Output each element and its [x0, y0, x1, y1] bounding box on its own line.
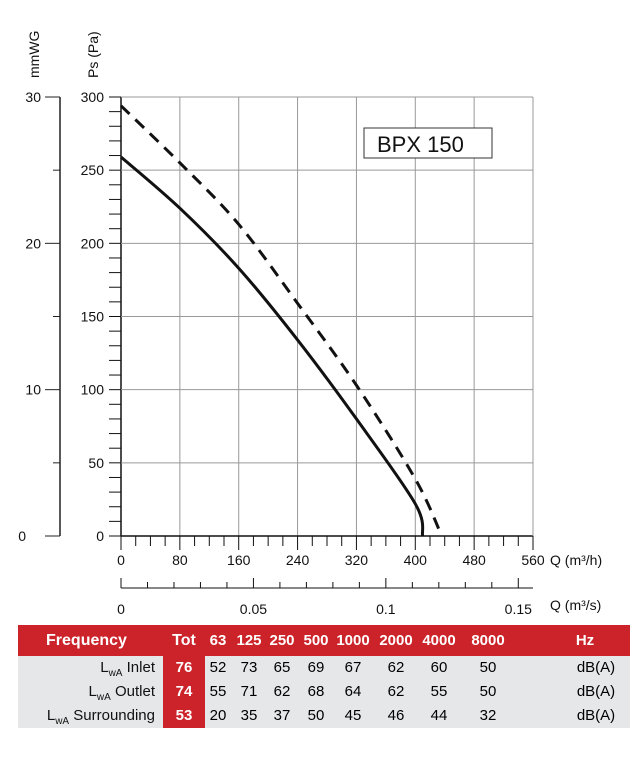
row-value: 52	[209, 659, 227, 676]
row-unit: dB(A)	[576, 683, 616, 700]
x-tick-label: 400	[404, 552, 428, 568]
y-tick-label: 300	[81, 89, 105, 105]
row-value: 50	[479, 659, 497, 676]
row-value: 69	[307, 659, 325, 676]
row-label: LwA Outlet	[89, 680, 155, 710]
row-label: LwA Surrounding	[47, 704, 155, 734]
table-header-row: Frequency Tot 63 125 250 500 1000 2000 4000 800…	[18, 625, 630, 656]
row-value: 50	[479, 683, 497, 700]
x2-tick-label: 0.15	[505, 601, 532, 617]
row-value: 64	[344, 683, 362, 700]
table-row: LwA Surrounding 53 20 35 37 50 45 46 44 32 dB(A)	[18, 704, 630, 728]
x-tick-label: 80	[172, 552, 188, 568]
header-band: 63	[209, 632, 227, 649]
row-value: 55	[209, 683, 227, 700]
row-value: 62	[387, 659, 405, 676]
header-unit: Hz	[575, 632, 595, 649]
row-label-prefix: L	[88, 683, 97, 700]
mmwg-tick-label: 10	[25, 382, 41, 398]
x2-tick-label: 0	[117, 601, 125, 617]
model-label-box	[363, 127, 493, 159]
x2-tick-label: 0.1	[376, 601, 396, 617]
mmwg-tick-label: 20	[25, 235, 41, 251]
row-value: 62	[387, 683, 405, 700]
performance-chart: 0 80 160 240 320 400 480 560050100150200250300P…	[18, 31, 602, 617]
row-label-name: Outlet	[114, 683, 155, 700]
header-band: 4000	[422, 632, 456, 649]
header-band: 1000	[336, 632, 370, 649]
x2-tick-label: 0.05	[240, 601, 267, 617]
mmwg-tick-label: 0	[18, 528, 26, 544]
header-band: 8000	[471, 632, 505, 649]
model-label: BPX 150	[377, 132, 464, 157]
x-tick-label: 480	[462, 552, 486, 568]
x-tick-label: 320	[345, 552, 369, 568]
row-value: 68	[307, 683, 325, 700]
row-total: 53	[163, 704, 205, 728]
row-total: 74	[163, 680, 205, 704]
row-value: 45	[344, 707, 362, 724]
row-value: 32	[479, 707, 497, 724]
row-value: 60	[430, 659, 448, 676]
row-value: 46	[387, 707, 405, 724]
header-frequency: Frequency	[46, 632, 127, 649]
header-band: 250	[269, 632, 295, 649]
row-value: 50	[307, 707, 325, 724]
row-label-sub: wA	[108, 668, 123, 679]
row-label-prefix: L	[46, 707, 56, 724]
row-value: 62	[273, 683, 291, 700]
row-value: 67	[344, 659, 362, 676]
y-tick-label: 100	[81, 382, 105, 398]
row-value: 55	[430, 683, 448, 700]
y-tick-label: 50	[88, 455, 104, 471]
row-unit: dB(A)	[576, 659, 616, 676]
x-tick-label: 560	[521, 552, 545, 568]
row-label-name: Inlet	[126, 659, 155, 676]
x-tick-label: 0	[117, 552, 125, 568]
row-value: 37	[273, 707, 291, 724]
x-axis-title: Q (m³/h)	[550, 552, 602, 568]
row-value: 71	[240, 683, 258, 700]
row-value: 65	[273, 659, 291, 676]
y-axis-title: Ps (Pa)	[85, 31, 101, 78]
x-tick-label: 240	[286, 552, 310, 568]
y-tick-label: 200	[81, 235, 105, 251]
row-label-sub: wA	[96, 692, 111, 703]
row-label-name: Surrounding	[73, 707, 155, 724]
header-band: 2000	[379, 632, 413, 649]
row-label-prefix: L	[100, 659, 109, 676]
header-band: 125	[236, 632, 262, 649]
header-tot: Tot	[172, 632, 196, 649]
x2-axis-title: Q (m³/s)	[550, 597, 601, 613]
y-tick-label: 0	[96, 528, 104, 544]
row-total: 76	[163, 656, 205, 680]
mmwg-tick-label: 30	[25, 89, 41, 105]
row-unit: dB(A)	[576, 707, 616, 724]
curve-dashed	[119, 104, 444, 537]
row-value: 73	[240, 659, 258, 676]
y-tick-label: 250	[81, 162, 105, 178]
row-label: LwA Inlet	[100, 656, 155, 686]
row-value: 35	[240, 707, 258, 724]
sound-power-table: Frequency Tot 63 125 250 500 1000 2000 4000 800…	[18, 625, 630, 728]
table-row: LwA Inlet 76 52 73 65 69 67 62 60 50 dB(A)	[18, 656, 630, 680]
header-band: 500	[303, 632, 329, 649]
row-value: 20	[209, 707, 227, 724]
y-tick-label: 150	[81, 309, 105, 325]
curve-solid	[120, 155, 425, 537]
row-label-sub: wA	[55, 716, 70, 727]
table-row: LwA Outlet 74 55 71 62 68 64 62 55 50 dB(A)	[18, 680, 630, 704]
x-tick-label: 160	[227, 552, 251, 568]
row-value: 44	[430, 707, 448, 724]
mmwg-axis-title: mmWG	[26, 31, 42, 78]
